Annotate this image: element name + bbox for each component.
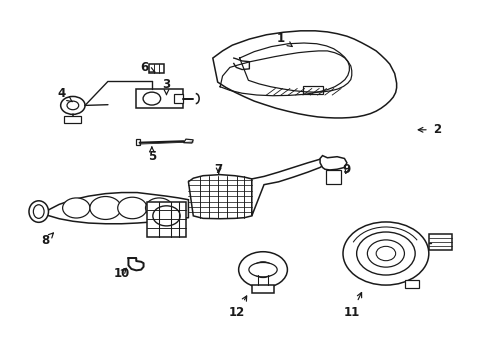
Polygon shape [251, 158, 326, 216]
Circle shape [67, 101, 79, 110]
Text: 5: 5 [147, 147, 156, 163]
Polygon shape [183, 139, 193, 143]
Bar [147, 202, 185, 237]
Polygon shape [320, 156, 346, 170]
Circle shape [153, 206, 180, 226]
Circle shape [143, 92, 160, 105]
Text: 7: 7 [214, 163, 222, 176]
Text: 12: 12 [228, 296, 246, 319]
Text: 11: 11 [343, 293, 361, 319]
Circle shape [90, 197, 121, 220]
Polygon shape [42, 193, 188, 224]
Bar [326, 170, 340, 184]
Polygon shape [136, 139, 140, 145]
Text: 4: 4 [58, 87, 72, 102]
Circle shape [375, 246, 395, 261]
Circle shape [62, 198, 90, 218]
Bar [136, 89, 182, 108]
Text: 10: 10 [113, 267, 129, 280]
Circle shape [145, 198, 172, 218]
Bar [149, 64, 163, 73]
Bar [173, 94, 182, 103]
Circle shape [356, 232, 414, 275]
Polygon shape [212, 31, 396, 118]
Bar [428, 234, 451, 250]
Circle shape [342, 222, 428, 285]
Text: 3: 3 [162, 78, 170, 95]
Bar [252, 285, 273, 293]
Bar [303, 86, 322, 94]
Text: 9: 9 [342, 163, 350, 176]
Circle shape [118, 197, 147, 219]
Ellipse shape [248, 262, 277, 277]
Circle shape [61, 96, 85, 114]
Text: 6: 6 [140, 60, 155, 73]
Polygon shape [188, 175, 251, 219]
Bar [405, 280, 418, 288]
Circle shape [252, 262, 273, 278]
Circle shape [366, 240, 404, 267]
Text: 1: 1 [276, 32, 292, 46]
Ellipse shape [33, 205, 44, 219]
Ellipse shape [29, 201, 48, 222]
Text: 2: 2 [417, 123, 440, 136]
Bar [64, 116, 81, 123]
Circle shape [238, 252, 287, 288]
Text: 8: 8 [41, 233, 53, 247]
